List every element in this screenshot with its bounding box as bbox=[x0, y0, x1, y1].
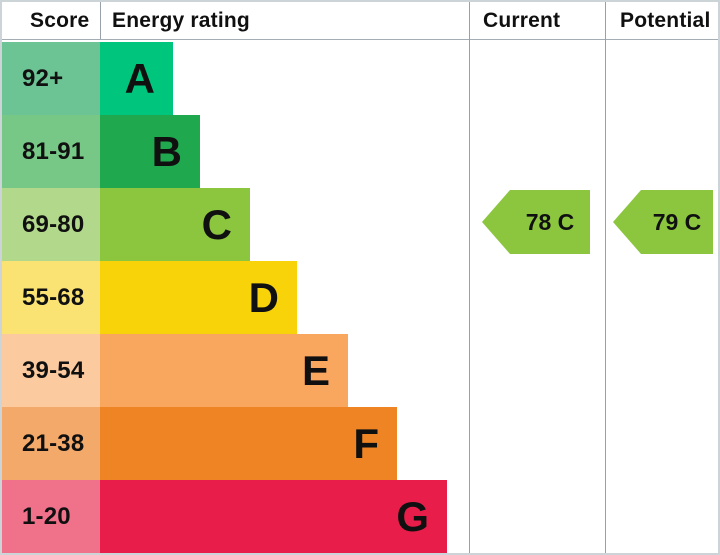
band-a-score-label: 92+ bbox=[22, 64, 64, 92]
band-b-score-range: 81-91 bbox=[2, 115, 100, 188]
band-f-bar: F bbox=[100, 407, 397, 480]
band-a-score-range: 92+ bbox=[2, 42, 100, 115]
band-f-score-label: 21-38 bbox=[22, 429, 85, 457]
band-g-bar: G bbox=[100, 480, 447, 553]
band-c-letter: C bbox=[201, 200, 232, 248]
band-c-score-label: 69-80 bbox=[22, 210, 85, 238]
potential-column-header: Potential bbox=[620, 8, 711, 32]
band-row-e: 39-54 E bbox=[2, 334, 469, 407]
band-f-score-range: 21-38 bbox=[2, 407, 100, 480]
band-b-letter: B bbox=[151, 127, 182, 175]
band-d-letter: D bbox=[248, 273, 279, 321]
band-b-score-label: 81-91 bbox=[22, 137, 85, 165]
header-underline bbox=[2, 39, 718, 40]
band-a-letter: A bbox=[124, 54, 155, 102]
score-column-header: Score bbox=[30, 8, 90, 32]
current-column-header: Current bbox=[483, 8, 561, 32]
band-a-bar: A bbox=[100, 42, 173, 115]
band-row-a: 92+ A bbox=[2, 42, 469, 115]
band-row-b: 81-91 B bbox=[2, 115, 469, 188]
band-e-letter: E bbox=[301, 346, 330, 394]
band-e-bar: E bbox=[100, 334, 348, 407]
energy-rating-column-header: Energy rating bbox=[112, 8, 250, 32]
band-row-g: 1-20 G bbox=[2, 480, 469, 553]
band-e-score-range: 39-54 bbox=[2, 334, 100, 407]
current-column-divider bbox=[469, 2, 470, 553]
band-c-bar: C bbox=[100, 188, 250, 261]
band-f-letter: F bbox=[353, 419, 379, 467]
potential-rating-arrow: 79 C bbox=[613, 190, 713, 254]
potential-rating-value: 79 C bbox=[652, 208, 702, 235]
band-g-letter: G bbox=[396, 492, 429, 540]
band-d-bar: D bbox=[100, 261, 297, 334]
band-row-f: 21-38 F bbox=[2, 407, 469, 480]
current-rating-value: 78 C bbox=[525, 208, 575, 235]
band-g-score-range: 1-20 bbox=[2, 480, 100, 553]
band-c-score-range: 69-80 bbox=[2, 188, 100, 261]
band-row-c: 69-80 C bbox=[2, 188, 469, 261]
potential-column-divider bbox=[605, 2, 606, 553]
band-b-bar: B bbox=[100, 115, 200, 188]
current-rating-arrow: 78 C bbox=[482, 190, 590, 254]
energy-bands: 92+ A 81-91 B 69-80 C 55-68 D 39-54 E 21… bbox=[2, 42, 469, 553]
score-header-divider bbox=[100, 2, 101, 39]
band-e-score-label: 39-54 bbox=[22, 356, 85, 384]
band-d-score-label: 55-68 bbox=[22, 283, 85, 311]
band-g-score-label: 1-20 bbox=[22, 502, 71, 530]
band-row-d: 55-68 D bbox=[2, 261, 469, 334]
band-d-score-range: 55-68 bbox=[2, 261, 100, 334]
